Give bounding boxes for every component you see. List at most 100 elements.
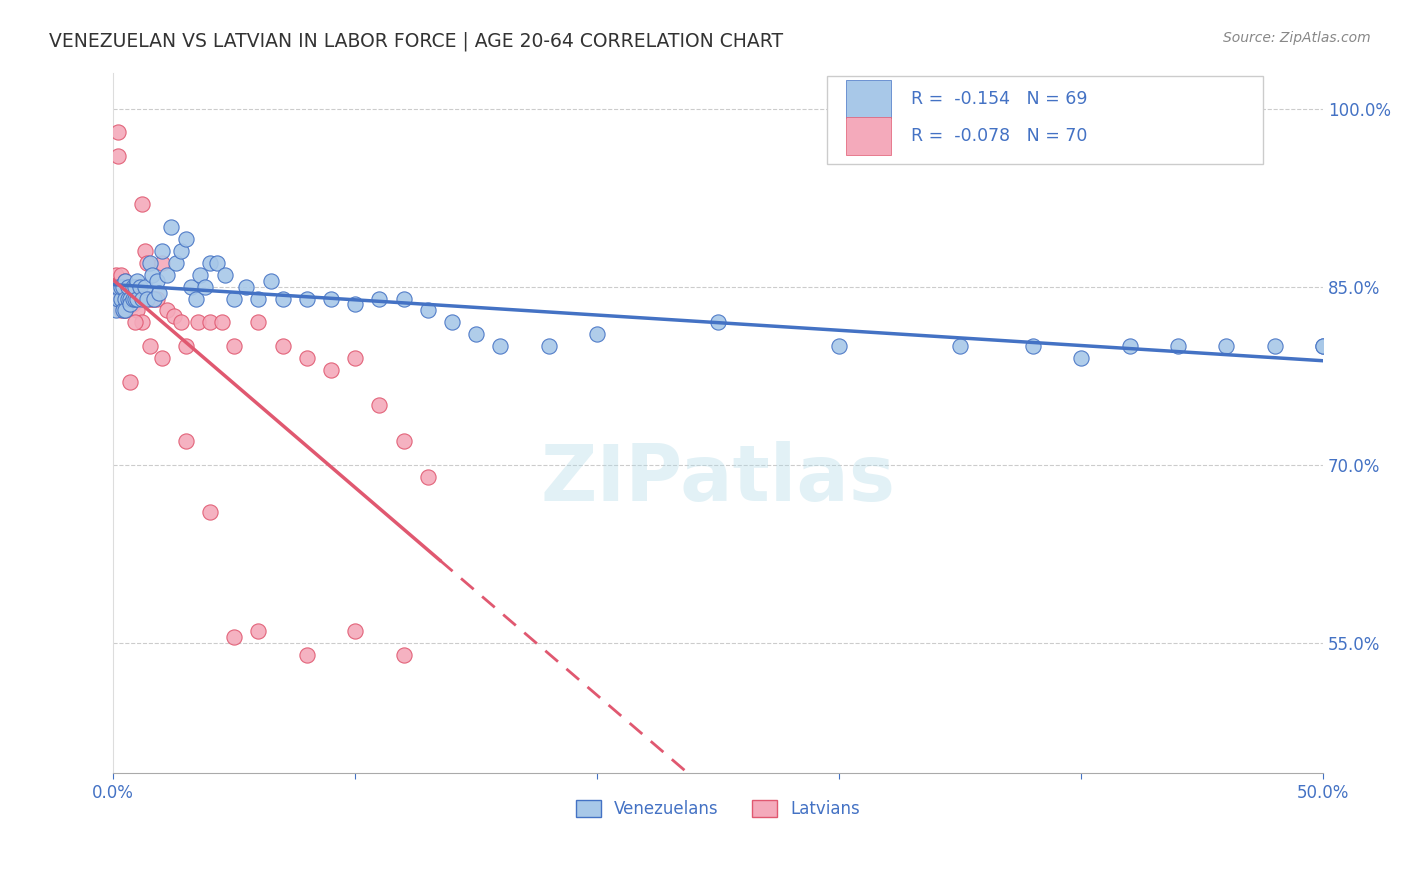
Point [114, 274, 136, 288]
Point [114, 303, 136, 318]
Point [114, 292, 136, 306]
Point [104, 303, 127, 318]
Point [392, 292, 415, 306]
Point [148, 285, 170, 300]
Point [198, 256, 221, 270]
Point [344, 624, 367, 638]
Point [128, 279, 150, 293]
Point [1264, 339, 1286, 353]
Point [214, 268, 236, 282]
Point [110, 279, 132, 293]
Point [198, 505, 221, 519]
Point [368, 292, 391, 306]
Point [114, 303, 136, 318]
Text: VENEZUELAN VS LATVIAN IN LABOR FORCE | AGE 20-64 CORRELATION CHART: VENEZUELAN VS LATVIAN IN LABOR FORCE | A… [49, 31, 783, 51]
Point [344, 297, 367, 311]
Point [117, 292, 139, 306]
Point [110, 292, 132, 306]
Point [136, 292, 159, 306]
Point [110, 292, 132, 306]
Point [180, 279, 202, 293]
Point [1118, 339, 1140, 353]
Point [150, 256, 173, 270]
Point [107, 292, 129, 306]
Point [131, 292, 153, 306]
Point [111, 292, 134, 306]
Point [128, 292, 150, 306]
Point [194, 279, 217, 293]
Point [319, 292, 342, 306]
Point [121, 292, 143, 306]
Point [146, 292, 169, 306]
Point [247, 315, 270, 329]
Point [416, 469, 439, 483]
Point [117, 292, 139, 306]
Point [1312, 339, 1334, 353]
Point [170, 244, 193, 258]
Point [111, 279, 134, 293]
Point [207, 256, 229, 270]
Point [537, 339, 560, 353]
Point [1070, 351, 1092, 365]
Point [104, 292, 127, 306]
Point [134, 244, 156, 258]
Point [150, 351, 173, 365]
Point [949, 339, 972, 353]
Point [143, 292, 166, 306]
Point [134, 279, 156, 293]
Point [127, 274, 149, 288]
Point [441, 315, 464, 329]
Point [271, 292, 294, 306]
Point [187, 315, 209, 329]
Point [111, 292, 134, 306]
Point [416, 303, 439, 318]
Point [198, 315, 221, 329]
Point [114, 274, 136, 288]
Point [120, 297, 142, 311]
Point [110, 292, 132, 306]
Point [121, 292, 143, 306]
Point [586, 327, 609, 342]
Point [247, 292, 270, 306]
Point [111, 297, 134, 311]
Point [1312, 339, 1334, 353]
Point [160, 220, 183, 235]
Point [124, 279, 146, 293]
Legend: Venezuelans, Latvians: Venezuelans, Latvians [569, 793, 868, 824]
Point [224, 292, 246, 306]
Point [136, 256, 159, 270]
Point [392, 434, 415, 448]
Point [131, 196, 153, 211]
Point [107, 292, 129, 306]
Text: ZIPatlas: ZIPatlas [541, 442, 896, 517]
Point [117, 292, 139, 306]
Point [211, 315, 233, 329]
Text: R =  -0.154   N = 69: R = -0.154 N = 69 [911, 90, 1087, 108]
Point [114, 303, 136, 318]
Point [165, 256, 187, 270]
Point [138, 339, 160, 353]
Point [120, 375, 142, 389]
Point [295, 292, 318, 306]
Point [124, 292, 146, 306]
Point [127, 279, 149, 293]
Point [121, 297, 143, 311]
Point [174, 434, 197, 448]
Point [124, 292, 146, 306]
Point [155, 303, 177, 318]
Point [117, 279, 139, 293]
Point [247, 624, 270, 638]
Point [174, 339, 197, 353]
Point [465, 327, 488, 342]
Point [259, 274, 281, 288]
Point [163, 310, 186, 324]
Point [104, 268, 127, 282]
Point [150, 244, 173, 258]
Point [224, 339, 246, 353]
Point [271, 339, 294, 353]
Point [190, 268, 212, 282]
Point [121, 279, 143, 293]
FancyBboxPatch shape [846, 80, 891, 118]
Point [110, 268, 132, 282]
Point [127, 292, 149, 306]
